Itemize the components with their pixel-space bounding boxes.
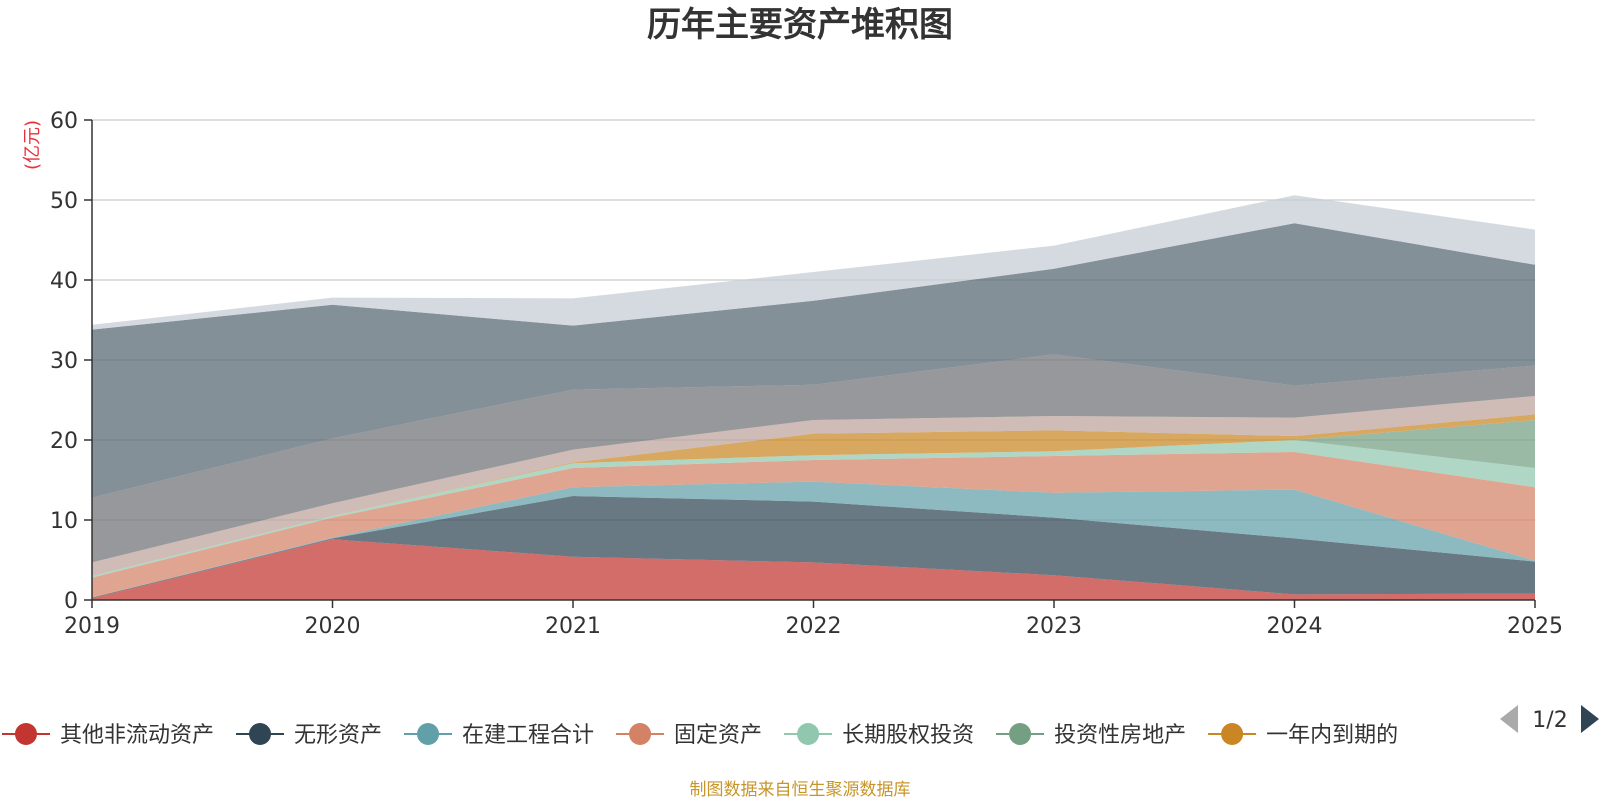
area-series-7 [92,414,1535,576]
legend-circle-marker [1221,723,1244,745]
area-series-1 [92,539,1535,600]
x-tick-label: 2020 [305,614,361,639]
y-tick-label: 30 [50,349,78,374]
legend-item[interactable]: 一年内到期的 [1208,723,1398,748]
y-tick-label: 20 [50,429,78,454]
y-tick-label: 10 [50,509,78,534]
legend-circle-marker [629,723,652,745]
data-source-note: 制图数据来自恒生聚源数据库 [690,780,911,800]
legend-circle-marker [15,723,37,745]
legend-label: 固定资产 [674,723,762,748]
legend-pager[interactable]: 1/2 [1500,705,1599,733]
legend-circle-marker [249,723,272,745]
area-series-9 [92,354,1535,563]
area-series-6 [92,420,1535,576]
legend-item[interactable]: 其他非流动资产 [2,723,214,748]
area-series-4 [92,452,1535,598]
legend[interactable]: 其他非流动资产 无形资产 在建工程合计 固定资产 长期股权投资 投资性房地产 一年内到期的 [2,723,1398,748]
legend-item[interactable]: 在建工程合计 [404,723,594,748]
legend-label: 一年内到期的 [1266,723,1398,748]
legend-circle-marker [417,723,440,745]
area-series-10 [92,223,1535,498]
x-tick-label: 2019 [64,614,120,639]
area-series-11 [92,195,1535,330]
y-tick-label: 0 [64,589,78,614]
axes: 0 10 20 30 40 50 60 2019 2020 2021 2022 2023 2024 202… [50,109,1563,639]
area-series-2 [92,496,1535,599]
legend-item[interactable]: 长期股权投资 [784,723,974,748]
prev-page-icon[interactable] [1500,705,1518,733]
y-tick-label: 50 [50,189,78,214]
legend-circle-marker [1009,723,1032,745]
y-axis-unit-label: (亿元) [22,120,43,170]
legend-label: 无形资产 [294,723,382,748]
legend-page-indicator: 1/2 [1532,708,1567,733]
legend-label: 长期股权投资 [842,723,974,748]
x-tick-label: 2025 [1507,614,1563,639]
x-tick-label: 2024 [1267,614,1323,639]
legend-label: 其他非流动资产 [60,723,214,748]
area-series-5 [92,440,1535,578]
stacked-areas [92,195,1535,600]
legend-circle-marker [797,723,820,745]
next-page-icon[interactable] [1581,705,1599,733]
legend-item[interactable]: 无形资产 [236,723,382,748]
legend-item[interactable]: 投资性房地产 [996,723,1186,748]
area-series-8 [92,396,1535,576]
x-tick-label: 2023 [1026,614,1082,639]
y-tick-label: 60 [50,109,78,134]
legend-label: 投资性房地产 [1054,723,1186,748]
chart-title: 历年主要资产堆积图 [647,5,953,45]
area-series-3 [92,481,1535,598]
x-tick-label: 2022 [786,614,842,639]
legend-item[interactable]: 固定资产 [616,723,762,748]
x-tick-label: 2021 [545,614,601,639]
y-tick-label: 40 [50,269,78,294]
legend-label: 在建工程合计 [462,723,594,748]
